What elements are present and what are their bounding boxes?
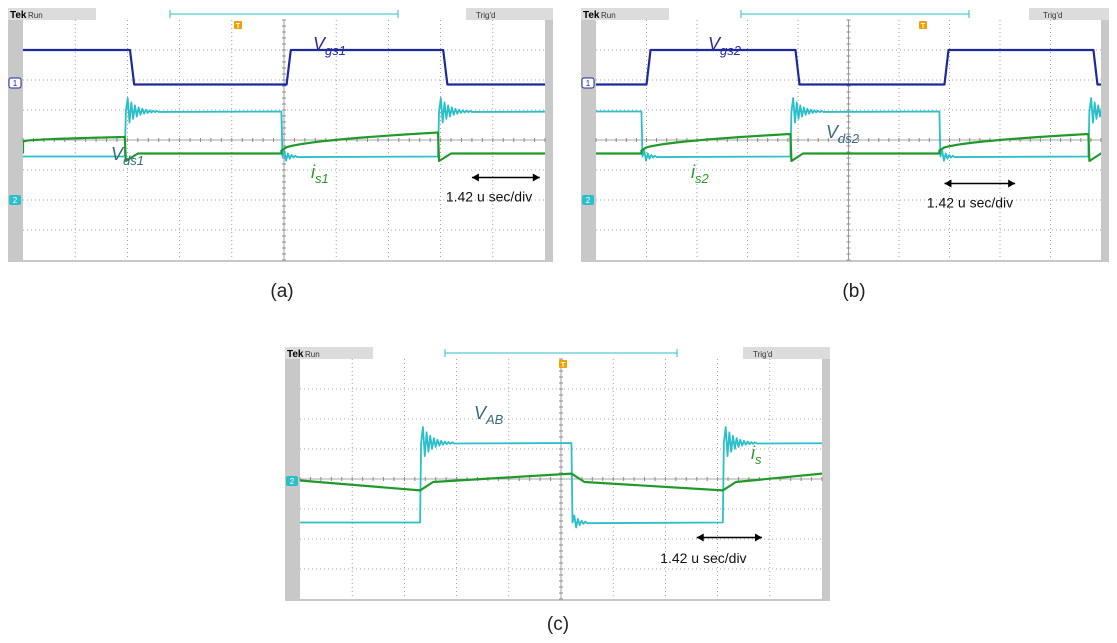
graticule	[299, 358, 823, 600]
trace-label-sub: s2	[695, 171, 710, 186]
trace-label-sub: AB	[485, 412, 504, 427]
trace-label-sub: ds2	[838, 131, 860, 146]
trig-label: Trig'd	[476, 11, 495, 20]
trace-label-vgs1: Vgs1	[313, 34, 346, 58]
trace-label-main: V	[474, 403, 488, 423]
trace-label-main: V	[708, 34, 722, 54]
trace-label-main: i	[751, 443, 756, 463]
timebase-text: 1.42 u sec/div	[660, 550, 746, 566]
ch1-marker: 1	[581, 77, 595, 89]
ch2-marker-text: 2	[290, 477, 295, 486]
brand-label: Tek	[10, 10, 27, 21]
trace-label-sub: ds1	[123, 153, 144, 168]
trigger-marker-text: T	[236, 23, 241, 30]
ch2-marker-text: 2	[586, 196, 591, 205]
trigger-marker-bg	[919, 21, 927, 29]
scope-topbar: Tek Run Trig'd	[581, 8, 1109, 21]
trace-label-vgs2: Vgs2	[708, 34, 742, 58]
trace-vgs1	[23, 48, 545, 86]
trace-vgs2	[596, 48, 1101, 86]
ch1-marker-bg	[8, 77, 22, 89]
trace-vds2	[596, 97, 1101, 162]
screen	[299, 358, 823, 600]
trigger-marker: T	[234, 21, 242, 30]
trace-label-main: i	[691, 162, 696, 182]
trace-label-sub: gs2	[720, 43, 742, 58]
trace-vds1	[23, 97, 545, 162]
timebase-text: 1.42 u sec/div	[927, 195, 1013, 211]
trace-vab	[300, 426, 822, 529]
trace-label-sub: s	[755, 452, 762, 467]
trace-label-is2: is2	[691, 162, 710, 186]
trig-label: Trig'd	[1043, 11, 1062, 20]
trace-label-vds1: Vds1	[111, 144, 144, 168]
trace-label-is: is	[751, 443, 762, 467]
ch2-marker-text: 2	[13, 196, 18, 205]
run-label: Run	[601, 11, 616, 20]
timebase-arrow-left	[944, 179, 952, 188]
ch1-marker-bg	[581, 77, 595, 89]
ch2-marker: 2	[9, 195, 21, 205]
traces	[300, 426, 822, 529]
ch2-marker: 2	[286, 476, 298, 486]
timebase-arrow-right	[1008, 179, 1016, 188]
trace-label-main: i	[311, 162, 316, 182]
caption-a: (a)	[270, 281, 294, 302]
screen	[595, 19, 1102, 261]
trace-label-vds2: Vds2	[826, 122, 860, 146]
brand-label: Tek	[287, 349, 304, 360]
graticule	[22, 19, 546, 261]
run-label: Run	[305, 350, 320, 359]
trigger-marker: T	[919, 21, 927, 30]
traces	[23, 48, 545, 163]
timebase-text: 1.42 u sec/div	[446, 189, 532, 205]
trigger-marker-text: T	[921, 23, 926, 30]
timebase-arrow-right	[532, 173, 540, 182]
timebase-arrow-right	[754, 533, 762, 542]
ch2-marker-bg	[286, 476, 298, 486]
run-label: Run	[28, 11, 43, 20]
scope-panel-c: Tek Run Trig'd T 2 VAB is 1.42 u sec/div	[285, 347, 830, 601]
timebase-arrow-left	[471, 173, 479, 182]
trace-label-main: V	[826, 122, 840, 142]
caption-b: (b)	[842, 281, 866, 302]
timebase-arrow-left	[696, 533, 704, 542]
trig-label: Trig'd	[753, 350, 772, 359]
timebase-annotation: 1.42 u sec/div	[446, 173, 540, 205]
caption-c: (c)	[546, 614, 570, 635]
scope-topbar: Tek Run Trig'd	[285, 347, 830, 360]
trace-label-sub: s1	[315, 171, 329, 186]
ch1-marker-text: 1	[586, 79, 591, 88]
timebase-annotation: 1.42 u sec/div	[927, 179, 1016, 211]
trace-label-is1: is1	[311, 162, 329, 186]
trigger-marker-bg	[234, 21, 242, 29]
ch2-marker-bg	[582, 195, 594, 205]
ch2-marker: 2	[582, 195, 594, 205]
timebase-annotation: 1.42 u sec/div	[660, 533, 762, 566]
trace-label-vab: VAB	[474, 403, 504, 427]
trace-is	[300, 472, 822, 492]
trace-label-main: V	[111, 144, 125, 164]
brand-label: Tek	[583, 10, 600, 21]
ch2-marker-bg	[9, 195, 21, 205]
trace-label-sub: gs1	[325, 43, 346, 58]
trigger-marker-bg	[559, 360, 567, 368]
trace-label-main: V	[313, 34, 327, 54]
scope-topbar: Tek Run Trig'd	[8, 8, 553, 21]
trigger-marker: T	[559, 360, 567, 369]
screen	[22, 19, 546, 261]
trace-is1	[23, 131, 545, 163]
trigger-marker-text: T	[561, 362, 566, 369]
ch1-marker-text: 1	[13, 79, 18, 88]
traces	[596, 48, 1101, 163]
trace-is2	[596, 132, 1101, 163]
ch1-marker: 1	[8, 77, 22, 89]
